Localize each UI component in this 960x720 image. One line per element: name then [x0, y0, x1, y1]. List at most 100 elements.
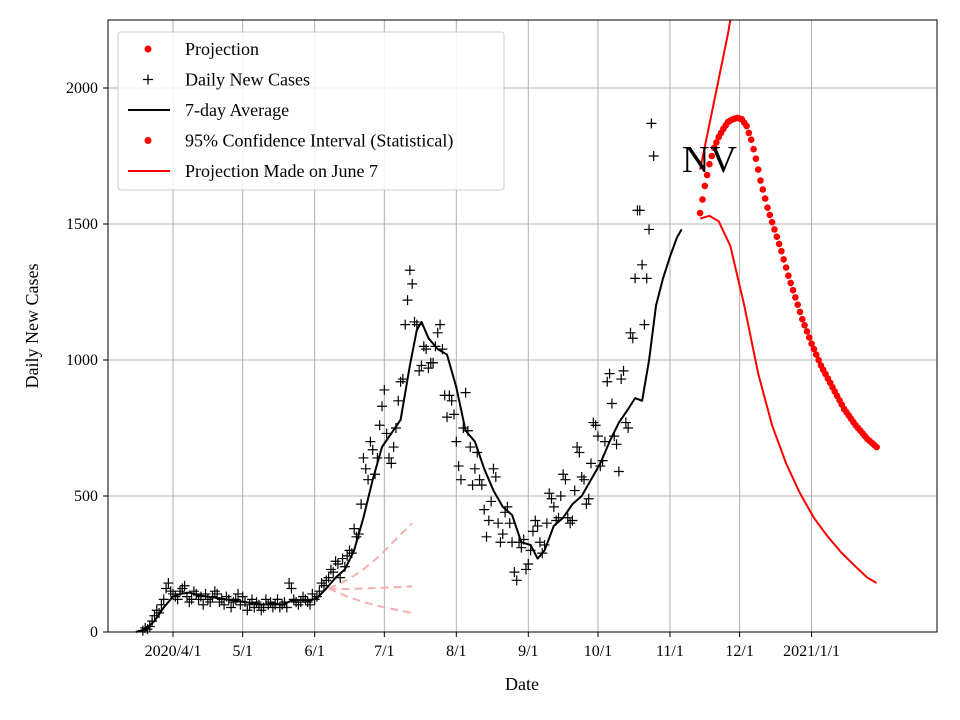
daily-case-marker — [500, 507, 511, 518]
daily-case-marker — [235, 599, 246, 610]
daily-case-marker — [390, 423, 401, 433]
daily-case-marker — [381, 428, 392, 439]
projection-dot — [780, 256, 787, 263]
daily-case-marker — [579, 474, 590, 485]
daily-case-marker — [318, 580, 329, 591]
seven-day-average-group — [135, 228, 683, 633]
daily-case-marker — [281, 602, 292, 613]
daily-case-marker — [212, 588, 223, 599]
daily-case-marker — [265, 597, 276, 608]
projection-dot — [789, 286, 797, 294]
x-tick-label: 7/1 — [374, 643, 394, 660]
confidence-interval-group — [699, 19, 878, 584]
daily-case-marker — [191, 588, 202, 599]
daily-case-marker — [302, 597, 313, 608]
daily-case-marker — [374, 420, 385, 431]
daily-case-marker — [140, 622, 151, 633]
daily-case-marker — [583, 493, 594, 504]
projection-dot — [775, 240, 783, 248]
daily-case-marker — [393, 395, 404, 406]
y-tick-label: 500 — [74, 488, 98, 505]
daily-case-marker — [165, 586, 176, 597]
daily-case-marker — [625, 327, 636, 338]
daily-case-marker — [149, 610, 160, 621]
daily-case-marker — [590, 420, 601, 431]
legend-label: 7-day Average — [185, 100, 289, 120]
daily-case-marker — [520, 564, 531, 575]
projection-dot — [873, 443, 880, 451]
daily-case-marker — [288, 594, 299, 605]
x-tick-label: 8/1 — [446, 643, 466, 660]
daily-case-marker — [581, 499, 592, 510]
projection-dot — [799, 315, 806, 323]
daily-case-marker — [198, 599, 209, 610]
daily-case-marker — [249, 602, 260, 613]
daily-case-marker — [541, 518, 552, 529]
daily-case-marker — [358, 452, 369, 463]
daily-case-marker — [147, 616, 158, 627]
projection-dot — [796, 308, 804, 316]
daily-case-marker — [411, 319, 422, 330]
daily-case-marker — [142, 624, 153, 635]
daily-case-marker — [602, 376, 613, 387]
daily-case-marker — [497, 529, 508, 540]
legend-dot-marker — [144, 137, 152, 144]
daily-case-marker — [226, 602, 237, 613]
daily-case-marker — [430, 341, 441, 352]
daily-case-marker — [455, 474, 466, 485]
daily-case-marker — [486, 496, 497, 507]
projection-dot — [754, 166, 762, 173]
daily-case-marker — [309, 594, 320, 605]
daily-case-marker — [240, 597, 251, 608]
legend-label: Daily New Cases — [185, 70, 310, 90]
projection-dot — [810, 345, 818, 353]
daily-case-marker — [634, 205, 645, 216]
daily-case-marker — [253, 599, 264, 610]
daily-case-marker — [219, 599, 230, 610]
daily-case-marker — [300, 594, 311, 605]
daily-case-marker — [156, 599, 167, 610]
daily-case-marker — [332, 559, 343, 569]
daily-case-marker — [284, 578, 295, 589]
daily-case-marker — [609, 431, 620, 442]
x-tick-label: 2020/4/1 — [145, 643, 202, 660]
plot-frame — [107, 19, 938, 633]
daily-case-marker — [230, 594, 241, 605]
daily-case-marker — [488, 463, 499, 474]
daily-case-marker — [325, 564, 336, 575]
daily-case-marker — [460, 387, 471, 398]
daily-case-marker — [323, 572, 334, 583]
daily-case-marker — [562, 512, 573, 523]
daily-case-marker — [595, 461, 606, 472]
daily-case-marker — [442, 412, 453, 423]
daily-case-marker — [514, 537, 525, 548]
x-tick-label: 5/1 — [232, 643, 252, 660]
daily-case-marker — [377, 401, 388, 412]
daily-case-marker — [597, 455, 608, 466]
daily-case-marker — [200, 588, 211, 599]
projection-dot — [778, 247, 785, 255]
x-tick-label: 10/1 — [584, 643, 612, 660]
ci-lower-line — [699, 214, 878, 584]
legend-box — [117, 31, 505, 191]
daily-case-marker — [363, 474, 374, 485]
daily-case-marker — [395, 376, 406, 387]
projection-dot — [713, 139, 720, 146]
daily-case-marker — [453, 461, 464, 472]
daily-case-marker — [641, 273, 652, 284]
daily-case-marker — [576, 471, 587, 482]
daily-case-marker — [379, 384, 390, 395]
daily-case-marker — [523, 559, 534, 569]
projection-dot — [750, 145, 757, 153]
daily-case-marker — [353, 529, 364, 540]
daily-case-marker — [346, 548, 357, 559]
daily-case-marker — [209, 586, 220, 597]
daily-case-marker — [337, 553, 348, 564]
daily-case-marker — [416, 360, 427, 371]
projection-dot — [747, 136, 755, 143]
y-axis: 0 500 1000 1500 2000 — [66, 80, 108, 641]
projection-dot — [745, 129, 753, 137]
daily-case-marker — [272, 594, 283, 605]
daily-case-marker — [537, 548, 548, 559]
daily-case-marker — [472, 447, 483, 458]
